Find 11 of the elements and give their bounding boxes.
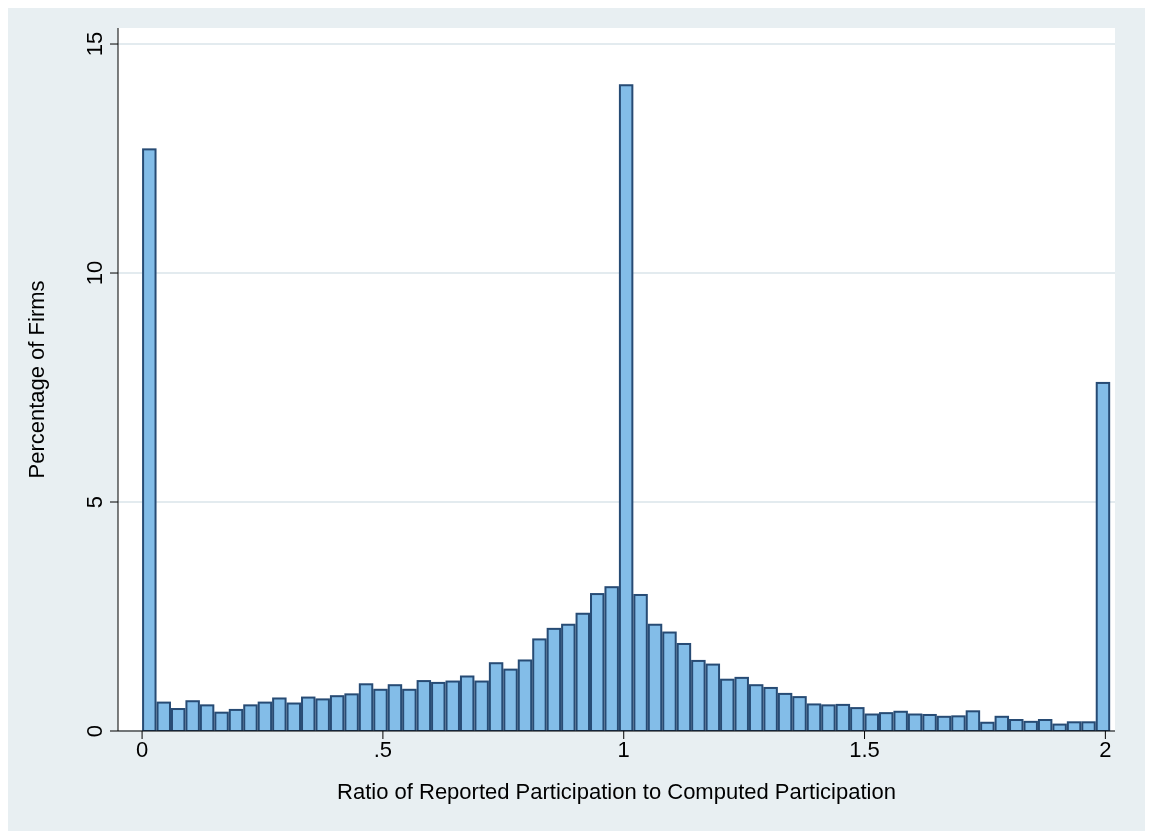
x-tick-label: .5 [373, 736, 393, 762]
x-tick-label: 1.5 [849, 736, 880, 762]
x-axis-title: Ratio of Reported Participation to Computed Participation [337, 779, 896, 804]
y-axis-title: Percentage of Firms [23, 280, 49, 479]
x-tick-label: 0 [135, 736, 149, 762]
x-tick-label: 2 [1099, 736, 1112, 762]
y-tick-label: 10 [82, 260, 107, 286]
x-tick-label: 1 [617, 736, 630, 762]
y-tick-label: 5 [82, 495, 107, 509]
y-tick-label: 15 [82, 31, 107, 57]
y-tick-label: 0 [82, 724, 107, 738]
